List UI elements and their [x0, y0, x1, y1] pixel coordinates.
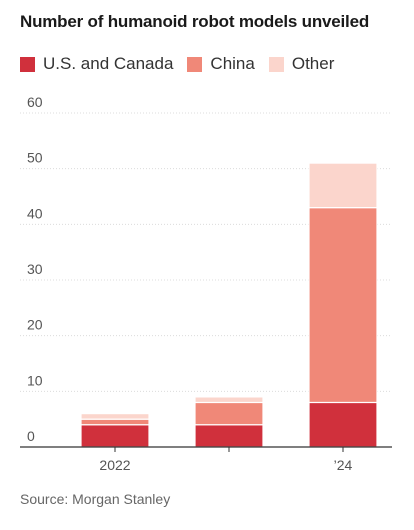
legend-item-us-canada: U.S. and Canada [20, 54, 173, 74]
bar-segment [194, 396, 264, 404]
x-tick-label: ’24 [334, 457, 353, 473]
y-tick-label: 0 [27, 428, 35, 444]
y-tick-label: 20 [27, 317, 43, 333]
legend-swatch-other [268, 56, 284, 72]
y-tick-label: 50 [27, 150, 43, 166]
legend-swatch-china [187, 56, 203, 72]
legend-swatch-us-canada [20, 56, 35, 72]
bar-segment [194, 401, 264, 426]
chart-legend: U.S. and Canada China Other [20, 54, 348, 74]
legend-label-china: China [210, 54, 255, 73]
legend-label-other: Other [291, 54, 335, 73]
bar-segment [80, 424, 150, 448]
bar-segment [308, 162, 378, 209]
chart-plot-area: 0 10 20 30 40 50 60 2022 ’24 [20, 94, 392, 473]
legend-label-us-canada: U.S. and Canada [43, 54, 174, 73]
bar-segment [308, 207, 378, 404]
y-tick-label: 30 [27, 261, 43, 277]
source-note: Source: Morgan Stanley [20, 491, 171, 507]
x-tick-label: 2022 [99, 457, 130, 473]
bar-segment [308, 401, 378, 448]
y-tick-label: 10 [27, 372, 43, 388]
legend-item-other: Other [268, 54, 335, 74]
chart-title: Number of humanoid robot models unveiled [20, 12, 370, 31]
y-tick-label: 40 [27, 205, 43, 221]
bar-segment [194, 424, 264, 448]
y-tick-label: 60 [27, 94, 43, 110]
bar-segment [80, 413, 150, 420]
legend-item-china: China [187, 54, 255, 74]
bar-segment [80, 418, 150, 426]
